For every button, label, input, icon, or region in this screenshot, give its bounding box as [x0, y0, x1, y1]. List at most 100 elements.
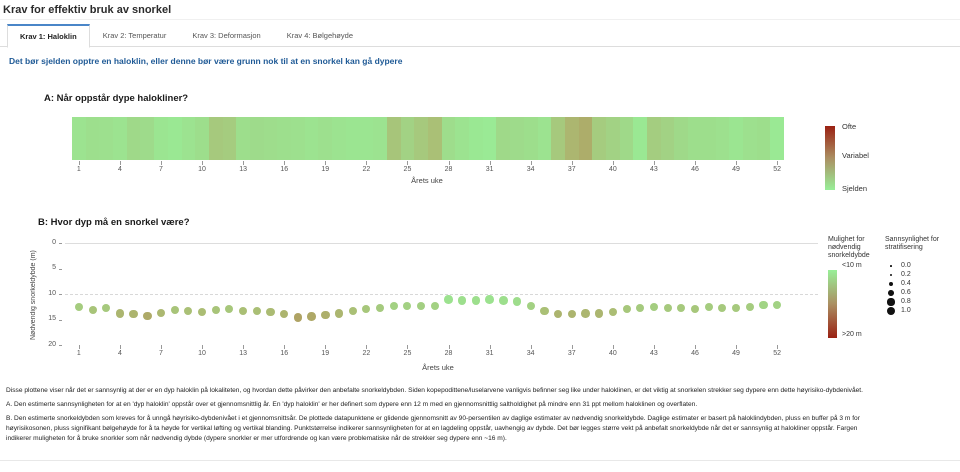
heatmap-cell-week-33[interactable] — [510, 117, 525, 160]
data-point-week-47[interactable] — [704, 303, 713, 312]
heatmap-cell-week-1[interactable] — [72, 117, 87, 160]
data-point-week-32[interactable] — [499, 296, 508, 305]
heatmap-cell-week-6[interactable] — [140, 117, 155, 160]
data-point-week-44[interactable] — [663, 304, 672, 313]
heatmap-cell-week-47[interactable] — [701, 117, 717, 160]
data-point-week-34[interactable] — [526, 301, 535, 310]
tab-krav-2[interactable]: Krav 2: Temperatur — [102, 31, 167, 40]
heatmap-cell-week-25[interactable] — [400, 117, 415, 160]
data-point-week-30[interactable] — [471, 296, 481, 305]
data-point-week-43[interactable] — [649, 302, 658, 311]
heatmap-cell-week-45[interactable] — [674, 117, 689, 160]
data-point-week-22[interactable] — [362, 304, 371, 313]
data-point-week-24[interactable] — [389, 301, 398, 310]
data-point-week-23[interactable] — [376, 303, 385, 312]
data-point-week-7[interactable] — [156, 308, 166, 317]
heatmap-cell-week-3[interactable] — [99, 117, 114, 160]
heatmap-cell-week-9[interactable] — [181, 117, 196, 160]
data-point-week-49[interactable] — [732, 304, 741, 313]
heatmap-cell-week-17[interactable] — [291, 117, 306, 160]
heatmap-cell-week-4[interactable] — [113, 117, 128, 160]
data-point-week-20[interactable] — [334, 309, 344, 318]
data-point-week-11[interactable] — [211, 305, 220, 314]
data-point-week-2[interactable] — [88, 305, 97, 314]
data-point-week-18[interactable] — [307, 312, 316, 321]
heatmap-cell-week-35[interactable] — [537, 117, 552, 160]
data-point-week-10[interactable] — [198, 307, 207, 316]
heatmap-cell-week-19[interactable] — [318, 117, 333, 160]
data-point-week-16[interactable] — [280, 309, 289, 319]
data-point-week-33[interactable] — [512, 297, 522, 306]
heatmap-cell-week-36[interactable] — [551, 117, 566, 160]
heatmap-cell-week-18[interactable] — [304, 117, 319, 160]
data-point-week-42[interactable] — [636, 303, 645, 312]
heatmap-cell-week-13[interactable] — [236, 117, 251, 160]
data-point-week-25[interactable] — [403, 301, 412, 310]
heatmap-cell-week-2[interactable] — [85, 117, 100, 160]
heatmap-cell-week-10[interactable] — [195, 117, 210, 160]
heatmap-cell-week-21[interactable] — [345, 117, 361, 160]
data-point-week-48[interactable] — [718, 304, 727, 313]
data-point-week-35[interactable] — [540, 306, 549, 315]
data-point-week-26[interactable] — [417, 302, 426, 311]
heatmap-cell-week-34[interactable] — [523, 117, 539, 160]
data-point-week-31[interactable] — [485, 295, 494, 304]
heatmap-cell-week-44[interactable] — [660, 117, 675, 160]
heatmap-cell-week-28[interactable] — [441, 117, 456, 160]
data-point-week-45[interactable] — [677, 304, 686, 313]
heatmap-cell-week-12[interactable] — [222, 117, 237, 160]
data-point-week-15[interactable] — [266, 308, 275, 317]
heatmap-cell-week-23[interactable] — [373, 117, 388, 160]
data-point-week-17[interactable] — [293, 313, 303, 322]
heatmap-cell-week-8[interactable] — [167, 117, 183, 160]
heatmap-cell-week-11[interactable] — [208, 117, 224, 160]
heatmap-cell-week-50[interactable] — [742, 117, 758, 160]
data-point-week-29[interactable] — [457, 296, 467, 305]
data-point-week-1[interactable] — [74, 303, 83, 312]
data-point-week-52[interactable] — [773, 301, 782, 310]
data-point-week-39[interactable] — [594, 309, 604, 318]
data-point-week-3[interactable] — [102, 304, 111, 313]
heatmap-cell-week-42[interactable] — [633, 117, 648, 160]
heatmap-cell-week-27[interactable] — [428, 117, 443, 160]
heatmap-cell-week-51[interactable] — [756, 117, 771, 160]
tab-krav-4[interactable]: Krav 4: Bølgehøyde — [286, 31, 353, 40]
heatmap-cell-week-24[interactable] — [386, 117, 402, 160]
data-point-week-37[interactable] — [567, 309, 577, 319]
data-point-week-9[interactable] — [184, 306, 193, 315]
heatmap-cell-week-30[interactable] — [469, 117, 484, 160]
data-point-week-51[interactable] — [759, 300, 768, 309]
data-point-week-14[interactable] — [252, 307, 261, 316]
heatmap-cell-week-14[interactable] — [250, 117, 265, 160]
data-point-week-38[interactable] — [581, 309, 590, 318]
data-point-week-41[interactable] — [622, 304, 631, 313]
tab-krav-3[interactable]: Krav 3: Deformasjon — [192, 31, 261, 40]
data-point-week-46[interactable] — [690, 304, 699, 313]
heatmap-cell-week-7[interactable] — [154, 117, 169, 160]
data-point-week-21[interactable] — [348, 306, 357, 315]
data-point-week-4[interactable] — [115, 309, 125, 318]
heatmap-cell-week-26[interactable] — [414, 117, 429, 160]
heatmap-cell-week-32[interactable] — [496, 117, 511, 160]
heatmap-cell-week-46[interactable] — [688, 117, 703, 160]
data-point-week-40[interactable] — [608, 307, 617, 316]
data-point-week-36[interactable] — [553, 309, 563, 319]
heatmap-cell-week-48[interactable] — [715, 117, 730, 160]
heatmap-cell-week-16[interactable] — [277, 117, 292, 160]
data-point-week-5[interactable] — [129, 309, 138, 319]
data-point-week-13[interactable] — [239, 307, 248, 316]
data-point-week-27[interactable] — [430, 301, 439, 310]
data-point-week-19[interactable] — [321, 310, 330, 320]
heatmap-cell-week-15[interactable] — [263, 117, 278, 160]
data-point-week-12[interactable] — [225, 304, 234, 313]
heatmap-cell-week-31[interactable] — [482, 117, 497, 160]
heatmap-cell-week-29[interactable] — [455, 117, 470, 160]
data-point-week-50[interactable] — [745, 303, 754, 312]
heatmap-cell-week-38[interactable] — [578, 117, 593, 160]
data-point-week-6[interactable] — [143, 311, 152, 321]
data-point-week-28[interactable] — [444, 295, 453, 304]
heatmap-cell-week-49[interactable] — [729, 117, 744, 160]
heatmap-cell-week-20[interactable] — [332, 117, 347, 160]
heatmap-cell-week-41[interactable] — [619, 117, 634, 160]
heatmap-cell-week-40[interactable] — [606, 117, 621, 160]
